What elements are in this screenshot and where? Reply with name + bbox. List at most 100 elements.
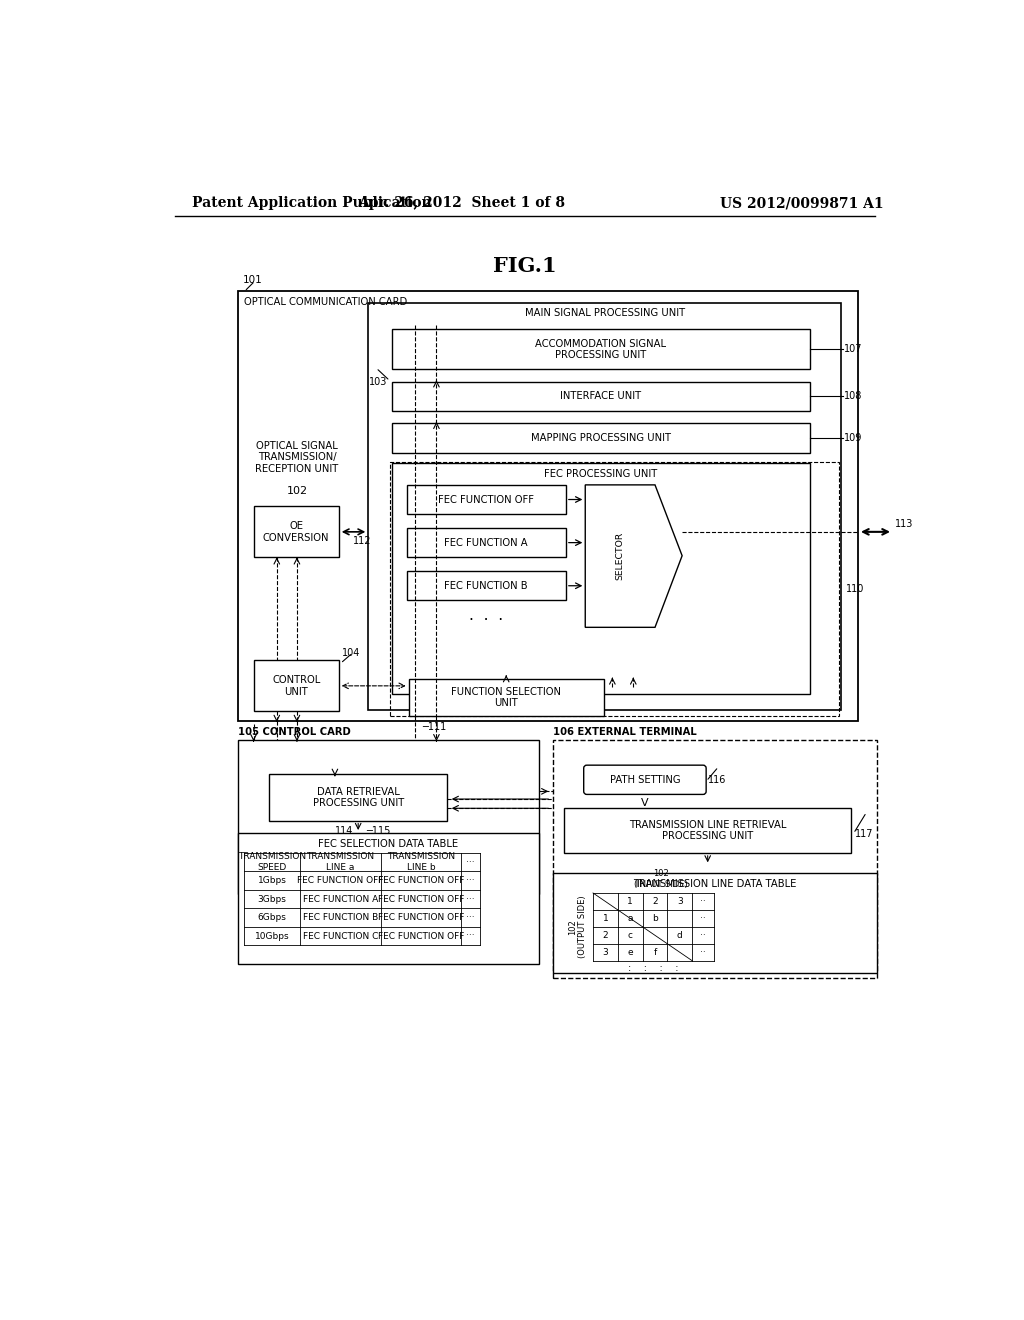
Text: FEC FUNCTION OFF: FEC FUNCTION OFF [297, 876, 384, 886]
Text: FEC FUNCTION OFF: FEC FUNCTION OFF [378, 913, 464, 923]
Text: 117: 117 [855, 829, 873, 840]
Text: :    :    :    :: : : : : [628, 964, 679, 973]
FancyBboxPatch shape [407, 484, 566, 515]
Text: INTERFACE UNIT: INTERFACE UNIT [560, 391, 641, 401]
FancyBboxPatch shape [254, 660, 339, 711]
Text: FEC FUNCTION B: FEC FUNCTION B [444, 581, 527, 591]
Text: ···: ··· [466, 913, 475, 923]
Text: e: e [628, 948, 633, 957]
Text: 116: 116 [708, 775, 726, 785]
Text: 113: 113 [895, 519, 913, 529]
Text: OE
CONVERSION: OE CONVERSION [263, 521, 330, 543]
Text: 106 EXTERNAL TERMINAL: 106 EXTERNAL TERMINAL [553, 727, 696, 737]
Text: 3: 3 [602, 948, 608, 957]
Text: ─111: ─111 [423, 722, 446, 731]
Text: Patent Application Publication: Patent Application Publication [191, 197, 431, 210]
FancyBboxPatch shape [407, 528, 566, 557]
Text: MAPPING PROCESSING UNIT: MAPPING PROCESSING UNIT [530, 433, 671, 444]
Text: OPTICAL SIGNAL
TRANSMISSION/
RECEPTION UNIT: OPTICAL SIGNAL TRANSMISSION/ RECEPTION U… [255, 441, 339, 474]
Text: 1: 1 [628, 898, 633, 906]
Text: 112: 112 [352, 536, 372, 546]
Text: ·  ·  ·: · · · [469, 612, 503, 628]
Text: Apr. 26, 2012  Sheet 1 of 8: Apr. 26, 2012 Sheet 1 of 8 [357, 197, 565, 210]
Text: FIG.1: FIG.1 [493, 256, 557, 276]
Text: 101: 101 [243, 275, 262, 285]
Text: f: f [653, 948, 656, 957]
Text: 108: 108 [844, 391, 862, 401]
Text: ··: ·· [700, 931, 706, 940]
Text: d: d [677, 931, 683, 940]
Text: ···: ··· [466, 876, 475, 886]
Text: FEC FUNCTION OFF: FEC FUNCTION OFF [378, 876, 464, 886]
FancyBboxPatch shape [391, 381, 810, 411]
Text: c: c [628, 931, 633, 940]
Text: ··: ·· [700, 948, 706, 957]
Text: TRANSMISSION
LINE a: TRANSMISSION LINE a [306, 853, 375, 873]
Text: 107: 107 [844, 345, 862, 354]
Text: US 2012/0099871 A1: US 2012/0099871 A1 [721, 197, 884, 210]
Text: 102: 102 [287, 486, 307, 496]
Text: TRANSMISSION
SPEED: TRANSMISSION SPEED [239, 853, 306, 873]
Text: MAIN SIGNAL PROCESSING UNIT: MAIN SIGNAL PROCESSING UNIT [524, 308, 685, 318]
FancyBboxPatch shape [391, 330, 810, 370]
FancyBboxPatch shape [238, 833, 539, 964]
Text: 109: 109 [844, 433, 862, 444]
Text: 3Gbps: 3Gbps [258, 895, 287, 904]
Text: 102
(OUTPUT SIDE): 102 (OUTPUT SIDE) [567, 895, 587, 958]
Text: 103: 103 [369, 376, 387, 387]
Text: FEC FUNCTION OFF: FEC FUNCTION OFF [438, 495, 535, 504]
Text: TRANSMISSION
LINE b: TRANSMISSION LINE b [387, 853, 455, 873]
Text: 105 CONTROL CARD: 105 CONTROL CARD [238, 727, 351, 737]
Text: FEC PROCESSING UNIT: FEC PROCESSING UNIT [544, 469, 657, 479]
Text: FEC FUNCTION C: FEC FUNCTION C [303, 932, 378, 941]
Text: ··: ·· [700, 898, 706, 906]
FancyBboxPatch shape [391, 463, 810, 694]
Text: PATH SETTING: PATH SETTING [609, 775, 680, 785]
Polygon shape [586, 484, 682, 627]
Text: ACCOMMODATION SIGNAL
PROCESSING UNIT: ACCOMMODATION SIGNAL PROCESSING UNIT [536, 338, 667, 360]
Text: FEC FUNCTION B: FEC FUNCTION B [303, 913, 378, 923]
Text: FEC FUNCTION A: FEC FUNCTION A [444, 537, 527, 548]
Text: OPTICAL COMMUNICATION CARD: OPTICAL COMMUNICATION CARD [245, 297, 408, 306]
Text: DATA RETRIEVAL
PROCESSING UNIT: DATA RETRIEVAL PROCESSING UNIT [312, 787, 403, 808]
FancyBboxPatch shape [564, 808, 851, 853]
Text: ···: ··· [466, 895, 475, 904]
Text: 3: 3 [677, 898, 683, 906]
Text: 2: 2 [652, 898, 657, 906]
Text: FEC FUNCTION A: FEC FUNCTION A [303, 895, 378, 904]
FancyBboxPatch shape [584, 766, 707, 795]
FancyBboxPatch shape [391, 424, 810, 453]
Text: FEC FUNCTION OFF: FEC FUNCTION OFF [378, 895, 464, 904]
Text: FUNCTION SELECTION
UNIT: FUNCTION SELECTION UNIT [452, 686, 561, 709]
FancyBboxPatch shape [254, 507, 339, 557]
FancyBboxPatch shape [409, 678, 604, 715]
FancyBboxPatch shape [369, 304, 841, 710]
Text: 110: 110 [846, 583, 864, 594]
Text: TRANSMISSION LINE DATA TABLE: TRANSMISSION LINE DATA TABLE [633, 879, 797, 888]
FancyBboxPatch shape [238, 290, 858, 721]
FancyBboxPatch shape [238, 739, 539, 894]
Text: CONTROL
UNIT: CONTROL UNIT [272, 675, 321, 697]
Text: ─115: ─115 [366, 826, 390, 837]
Text: V: V [641, 797, 649, 808]
Text: FEC FUNCTION OFF: FEC FUNCTION OFF [378, 932, 464, 941]
Text: ··: ·· [700, 913, 706, 923]
Text: 2: 2 [602, 931, 608, 940]
FancyBboxPatch shape [269, 775, 447, 821]
FancyBboxPatch shape [553, 873, 877, 973]
Text: a: a [628, 913, 633, 923]
Text: 114: 114 [335, 826, 353, 837]
Text: 6Gbps: 6Gbps [258, 913, 287, 923]
Text: ···: ··· [466, 932, 475, 941]
Text: FEC SELECTION DATA TABLE: FEC SELECTION DATA TABLE [318, 838, 459, 849]
Text: 10Gbps: 10Gbps [255, 932, 290, 941]
Text: SELECTOR: SELECTOR [615, 532, 625, 579]
Text: TRANSMISSION LINE RETRIEVAL
PROCESSING UNIT: TRANSMISSION LINE RETRIEVAL PROCESSING U… [629, 820, 786, 841]
Text: b: b [652, 913, 657, 923]
Text: ···: ··· [466, 858, 475, 867]
Text: 102
(INPUT SIDE): 102 (INPUT SIDE) [634, 870, 688, 888]
FancyBboxPatch shape [407, 572, 566, 601]
Text: 1: 1 [602, 913, 608, 923]
Text: 104: 104 [342, 648, 360, 657]
Text: 1Gbps: 1Gbps [258, 876, 287, 886]
